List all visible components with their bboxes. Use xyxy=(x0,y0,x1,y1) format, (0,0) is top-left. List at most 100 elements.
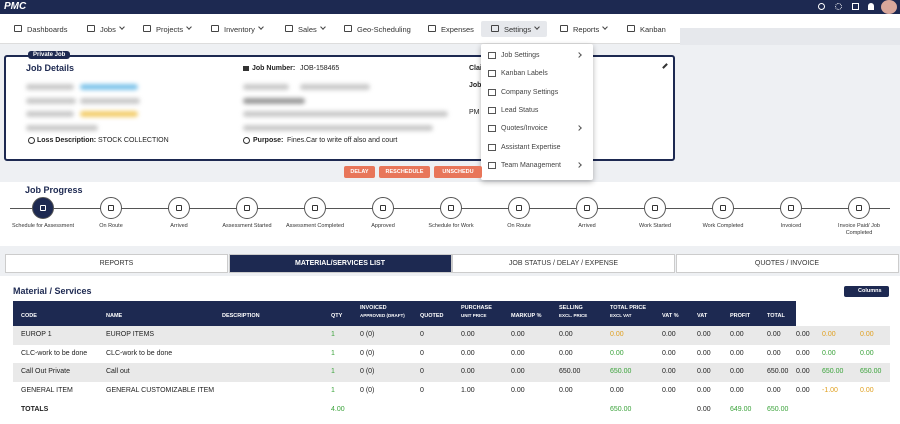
step-circle[interactable] xyxy=(304,197,326,219)
step-circle[interactable] xyxy=(168,197,190,219)
table-cell: 0 xyxy=(420,387,424,395)
action-button[interactable]: DELAY xyxy=(344,166,375,178)
step-circle[interactable] xyxy=(236,197,258,219)
table-cell: 1 xyxy=(331,331,335,338)
table-cell: 0.00 xyxy=(662,349,676,357)
table-cell: 650.00 xyxy=(559,368,581,376)
table-cell: CLC-work to be done xyxy=(106,349,173,357)
menu-item[interactable]: Quotes/Invoice xyxy=(501,125,548,133)
step-circle[interactable] xyxy=(780,197,802,219)
apps-icon[interactable] xyxy=(852,3,859,10)
tab[interactable]: QUOTES / INVOICE xyxy=(675,254,899,273)
nav-item[interactable]: Sales xyxy=(298,25,317,34)
step-circle[interactable] xyxy=(32,197,54,219)
table-header: UNIT PRICE xyxy=(461,313,487,318)
id-icon xyxy=(243,66,249,71)
table-cell: 0.00 xyxy=(767,349,781,357)
table-cell: 0.00 xyxy=(662,331,676,338)
blurred-field xyxy=(243,125,433,131)
nav-item[interactable]: Expenses xyxy=(441,25,474,34)
menu-item[interactable]: Team Management xyxy=(501,161,561,169)
menu-arrow xyxy=(576,125,582,132)
step-label: Work Completed xyxy=(702,223,744,229)
table-cell: 650.00 xyxy=(860,368,882,376)
table-cell: 0.00 xyxy=(559,331,573,338)
nav-item[interactable]: Geo-Scheduling xyxy=(357,25,411,34)
step-circle[interactable] xyxy=(372,197,394,219)
table-cell: 0.00 xyxy=(767,331,781,338)
nav-item[interactable]: Reports xyxy=(573,25,600,34)
progress-title: Job Progress xyxy=(25,185,83,195)
table-cell: 0.00 xyxy=(730,387,744,395)
table-header-bg xyxy=(13,301,796,326)
pencil-icon[interactable] xyxy=(662,63,668,69)
nav-item[interactable]: Projects xyxy=(156,25,184,34)
step-circle[interactable] xyxy=(100,197,122,219)
table-row xyxy=(13,326,890,345)
step-circle[interactable] xyxy=(508,197,530,219)
search-icon[interactable] xyxy=(818,3,825,10)
table-cell: 0.00 xyxy=(860,349,874,357)
nav-item[interactable]: Inventory xyxy=(224,25,255,34)
menu-item[interactable]: Kanban Labels xyxy=(501,70,548,78)
tab[interactable]: REPORTS xyxy=(5,254,228,273)
table-total: 4.00 xyxy=(331,406,345,413)
columns-button[interactable]: Columns xyxy=(844,286,889,297)
step-circle[interactable] xyxy=(848,197,870,219)
table-total: TOTALS xyxy=(21,406,49,413)
action-button[interactable]: RESCHEDULE xyxy=(379,166,430,178)
avatar[interactable] xyxy=(881,0,897,14)
table-cell: EUROP ITEMS xyxy=(106,331,155,338)
table-cell: 0 (0) xyxy=(360,349,375,357)
step-icon xyxy=(652,205,658,211)
table-header: QTY xyxy=(331,313,343,319)
table-cell: 0.00 xyxy=(697,331,711,338)
card-title: Job Details xyxy=(26,63,75,73)
table-cell: 0.00 xyxy=(461,349,475,357)
table-cell: 0.00 xyxy=(730,331,744,338)
nav-item[interactable]: Settings xyxy=(504,25,532,34)
step-icon xyxy=(516,205,522,211)
step-circle[interactable] xyxy=(644,197,666,219)
materials-title: Material / Services xyxy=(13,286,92,296)
nav-item[interactable]: Kanban xyxy=(640,25,666,34)
action-button[interactable]: UNSCHEDU xyxy=(434,166,482,178)
table-cell: 0.00 xyxy=(796,368,810,376)
logo[interactable]: PMC xyxy=(4,1,27,12)
table-cell: 0.00 xyxy=(697,349,711,357)
table-cell: 0.00 xyxy=(860,331,874,338)
table-header: PROFIT xyxy=(730,313,751,319)
step-icon xyxy=(380,205,386,211)
tab[interactable]: MATERIAL/SERVICES LIST xyxy=(228,254,452,273)
blurred-field xyxy=(243,84,289,90)
menu-item[interactable]: Job Settings xyxy=(501,52,540,59)
claim-label: Clai xyxy=(469,65,482,72)
nav-caret xyxy=(258,24,264,30)
nav-item[interactable]: Dashboards xyxy=(27,25,68,34)
table-cell: 0.00 xyxy=(559,349,573,357)
table-header: SELLING xyxy=(559,305,583,311)
job-label: Job xyxy=(469,82,482,89)
menu-item[interactable]: Assistant Expertise xyxy=(501,143,561,151)
table-cell: 1.00 xyxy=(461,387,475,395)
step-circle[interactable] xyxy=(712,197,734,219)
step-circle[interactable] xyxy=(576,197,598,219)
menu-icon xyxy=(488,52,496,59)
bell-icon[interactable] xyxy=(868,3,874,10)
blurred-field xyxy=(243,111,448,117)
table-cell: 0.00 xyxy=(461,368,475,376)
table-cell: 0.00 xyxy=(662,368,676,376)
purpose-label: Purpose: xyxy=(253,137,284,144)
menu-icon xyxy=(488,161,496,169)
settings-icon[interactable] xyxy=(835,3,842,10)
table-cell: 0.00 xyxy=(796,331,810,338)
clock-icon xyxy=(28,137,35,144)
nav-item[interactable]: Jobs xyxy=(100,25,116,34)
step-label: Work Started xyxy=(639,223,671,229)
blurred-field xyxy=(26,98,76,104)
tab[interactable]: JOB STATUS / DELAY / EXPENSE xyxy=(452,254,675,273)
table-cell: GENERAL ITEM xyxy=(21,387,73,395)
menu-item[interactable]: Lead Status xyxy=(501,106,539,114)
menu-item[interactable]: Company Settings xyxy=(501,88,559,96)
step-circle[interactable] xyxy=(440,197,462,219)
